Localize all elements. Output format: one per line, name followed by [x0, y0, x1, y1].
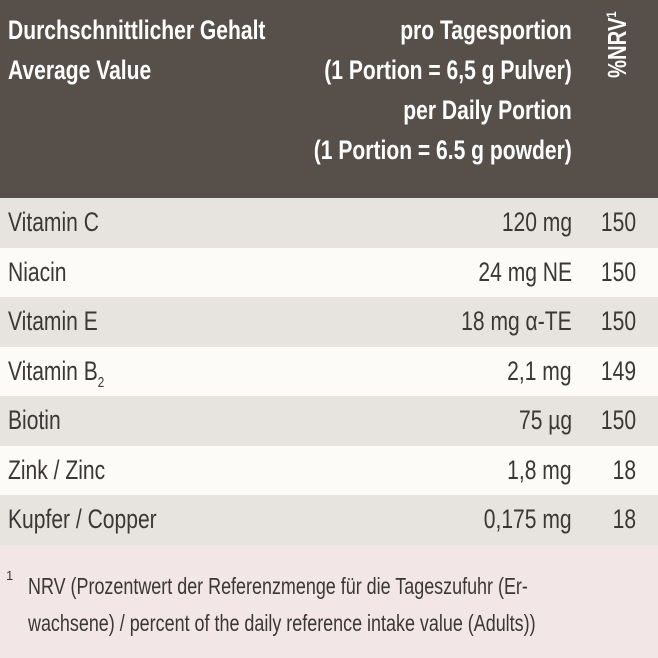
header-nrv: %NRV1	[602, 11, 633, 78]
table-row: Vitamin C 120 mg 150	[0, 198, 658, 248]
footnote-mark: 1	[6, 568, 14, 583]
footnote-text: NRV (Prozentwert der Referenzmenge für d…	[28, 568, 652, 642]
footnote-line-1: NRV (Prozentwert der Referenzmenge für d…	[28, 573, 528, 599]
table-row: Biotin 75 µg 150	[0, 396, 658, 446]
nutrient-nrv: 18	[612, 504, 636, 534]
nutrient-name: Kupfer / Copper	[8, 504, 157, 534]
nutrient-nrv: 18	[612, 454, 636, 485]
header-german-label: Durchschnittlicher Gehalt	[8, 15, 266, 45]
header-nrv-label: %NRV	[602, 17, 632, 78]
table-row: Vitamin B2 2,1 mg 149	[0, 346, 658, 396]
nutrient-amount: 2,1 mg	[507, 355, 572, 386]
nutrient-amount: 0,175 mg	[484, 504, 572, 534]
table-row: Kupfer / Copper 0,175 mg 18	[0, 495, 658, 545]
table-row: Niacin 24 mg NE 150	[0, 247, 658, 297]
nutrient-amount: 24 mg NE	[478, 256, 572, 287]
nutrient-name: Niacin	[8, 256, 67, 287]
header-portion-english: per Daily Portion	[403, 95, 572, 125]
header-portion-english-detail: (1 Portion = 6.5 g powder)	[313, 135, 572, 165]
nutrient-amount: 120 mg	[501, 207, 572, 237]
nutrient-name: Zink / Zinc	[8, 454, 106, 485]
table-row: Vitamin E 18 mg α-TE 150	[0, 297, 658, 347]
header-english-label: Average Value	[8, 55, 152, 85]
nutrient-nrv: 150	[600, 405, 636, 435]
nutrient-nrv: 150	[600, 256, 636, 287]
nutrient-amount: 18 mg α-TE	[461, 306, 572, 336]
nutrient-nrv: 150	[600, 207, 636, 237]
footnote: 1 NRV (Prozentwert der Referenzmenge für…	[0, 566, 658, 658]
nutrient-name-text: Vitamin B	[8, 355, 98, 386]
nutrient-name: Vitamin B2	[8, 347, 104, 401]
nutrient-nrv: 150	[600, 306, 636, 336]
header-left: Durchschnittlicher Gehalt Average Value	[8, 10, 265, 90]
header-portion-german-detail: (1 Portion = 6,5 g Pulver)	[324, 55, 572, 85]
nutrient-name: Vitamin C	[8, 207, 99, 237]
nutrient-name-subscript: 2	[97, 373, 105, 391]
footnote-line-2: wachsene) / percent of the daily referen…	[28, 610, 536, 636]
nutrient-name: Biotin	[8, 405, 61, 435]
nutrient-amount: 75 µg	[518, 405, 572, 435]
header-nrv-footnote-mark: 1	[603, 11, 619, 18]
nutrient-name: Vitamin E	[8, 306, 98, 336]
header-portion: pro Tagesportion (1 Portion = 6,5 g Pulv…	[314, 10, 572, 170]
table-header: Durchschnittlicher Gehalt Average Value …	[0, 0, 658, 198]
table-row: Zink / Zinc 1,8 mg 18	[0, 445, 658, 495]
header-portion-german: pro Tagesportion	[400, 15, 572, 45]
nutrient-table: Vitamin C 120 mg 150 Niacin 24 mg NE 150…	[0, 198, 658, 545]
nutrient-amount: 1,8 mg	[507, 454, 572, 485]
nutrient-nrv: 149	[600, 355, 636, 386]
